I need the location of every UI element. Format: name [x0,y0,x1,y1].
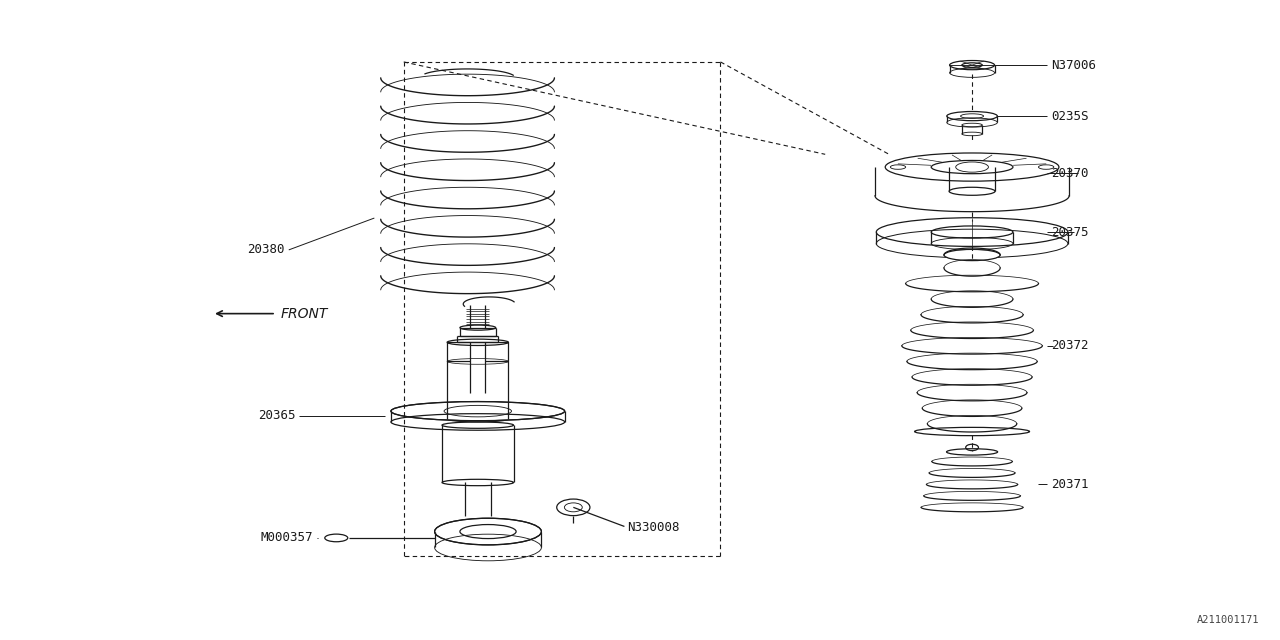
Text: N330008: N330008 [627,521,680,534]
Ellipse shape [442,479,513,486]
Text: A211001171: A211001171 [1197,614,1260,625]
Text: FRONT: FRONT [282,307,329,321]
Text: M000357: M000357 [261,531,314,545]
Ellipse shape [886,153,1059,181]
Text: 20375: 20375 [1051,225,1089,239]
Ellipse shape [877,218,1068,246]
Text: 20372: 20372 [1051,339,1089,352]
Text: 20380: 20380 [247,243,285,257]
Text: 20370: 20370 [1051,167,1089,180]
Ellipse shape [435,518,541,545]
Text: 0235S: 0235S [1051,109,1089,123]
Text: 20365: 20365 [257,409,296,422]
Text: N37006: N37006 [1051,59,1096,72]
Ellipse shape [447,415,508,422]
Ellipse shape [943,250,1000,260]
Text: 20371: 20371 [1051,478,1089,491]
Ellipse shape [390,401,564,420]
